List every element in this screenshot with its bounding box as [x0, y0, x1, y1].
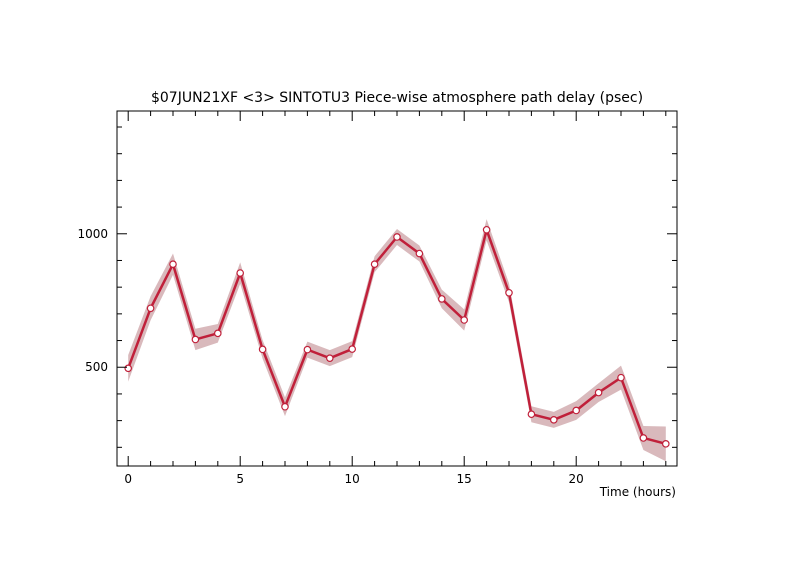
y-tick-labels: 500 1000 [77, 227, 108, 374]
data-point [146, 304, 155, 313]
data-point [661, 440, 670, 448]
data-point [169, 260, 177, 269]
data-point [214, 329, 222, 338]
band-area [128, 219, 666, 462]
data-point [348, 345, 357, 353]
data-point [393, 233, 401, 241]
uncertainty-band [128, 219, 666, 462]
x-tick-label: 15 [457, 472, 472, 486]
data-point [505, 288, 513, 297]
data-point [236, 269, 245, 277]
data-point [549, 416, 558, 424]
data-point [370, 260, 379, 269]
data-point [617, 373, 625, 382]
data-point [572, 406, 581, 415]
data-point [415, 249, 424, 258]
axis-ticks [117, 111, 677, 466]
data-point [303, 345, 312, 354]
x-tick-label: 10 [345, 472, 360, 486]
x-tick-labels: 0 5 10 15 20 [124, 472, 583, 486]
y-tick-label: 500 [85, 360, 108, 374]
x-tick-label: 20 [569, 472, 584, 486]
data-point [281, 402, 289, 411]
data-point [594, 388, 603, 397]
data-point [258, 345, 267, 354]
data-point [124, 364, 133, 373]
data-points [124, 225, 670, 448]
x-tick-label: 0 [124, 472, 132, 486]
plot-frame [116, 110, 678, 467]
y-tick-label: 1000 [77, 227, 108, 241]
chart-title: $07JUN21XF <3> SINTOTU3 Piece-wise atmos… [151, 90, 643, 106]
data-point [437, 295, 446, 303]
x-axis-label: Time (hours) [599, 485, 676, 499]
data-point [325, 354, 334, 362]
x-tick-label: 5 [236, 472, 244, 486]
data-point [482, 225, 491, 234]
data-point [527, 410, 536, 419]
data-point [639, 434, 648, 442]
data-point [191, 335, 200, 344]
data-point [460, 316, 469, 324]
